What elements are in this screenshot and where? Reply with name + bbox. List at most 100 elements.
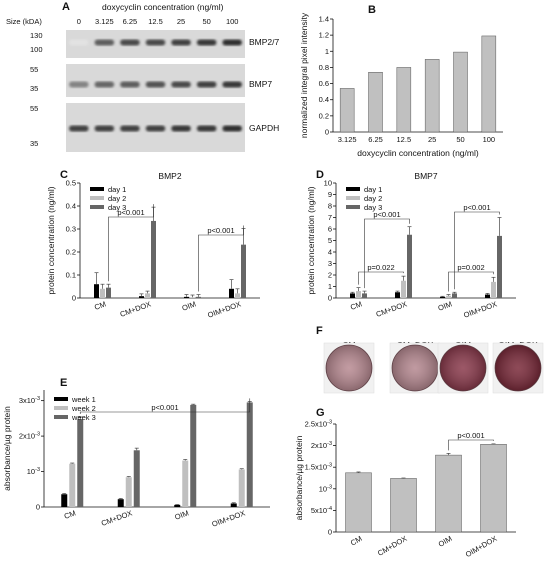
x-tick-label: CM+DOX <box>119 299 152 319</box>
y-tick-label: 0 <box>72 294 76 303</box>
x-tick-label: OIM <box>181 299 197 312</box>
blot-row-label: BMP2/7 <box>249 37 280 47</box>
blot-marker-label: 35 <box>30 139 38 148</box>
y-tick-label: 0.4 <box>66 202 76 211</box>
x-tick-label: OIM+DOX <box>464 534 499 559</box>
bar <box>190 404 197 507</box>
bar <box>196 296 201 298</box>
blot-band <box>69 39 89 46</box>
well-shading <box>495 345 541 391</box>
blot-row-label: GAPDH <box>249 123 279 133</box>
blot-marker-label: 55 <box>30 65 38 74</box>
blot-marker-label: 55 <box>30 104 38 113</box>
legend-label: day 2 <box>364 194 382 203</box>
bar <box>133 450 140 507</box>
bar <box>362 293 367 298</box>
x-tick-label: OIM+DOX <box>211 508 247 528</box>
blot-band <box>196 125 217 132</box>
significance-label-e1: p<0.001 <box>151 403 178 412</box>
panel-letter-b: B <box>368 4 376 16</box>
panel-letter-e: E <box>60 377 67 389</box>
y-tick-label: 3 <box>328 259 332 268</box>
y-axis-label: protein concentration (ng/ml) <box>46 186 56 294</box>
blot-band <box>94 81 115 88</box>
chart-g: 0 5x10-4 10-3 1.5x10-3 2x10-3 2.5x10-3absorba… <box>294 420 516 559</box>
chart-title: BMP2 <box>158 171 181 181</box>
y-tick-label: 1.4 <box>319 15 329 24</box>
blot-band <box>222 39 242 46</box>
blot-band <box>145 81 166 88</box>
y-tick-label: 10-3 <box>27 467 40 476</box>
y-axis-label: normalized integral pixel intensity <box>299 12 309 138</box>
legend-swatch <box>90 187 104 191</box>
y-tick-label: 0 <box>328 294 332 303</box>
y-tick-label: 10 <box>324 179 332 188</box>
bar <box>485 294 490 298</box>
legend-swatch <box>346 196 360 200</box>
x-tick-label: OIM <box>174 508 190 521</box>
blot-lane-label: 0 <box>77 17 81 26</box>
bar <box>182 460 189 507</box>
bar <box>229 288 234 298</box>
significance-label-c1: p<0.001 <box>117 208 144 217</box>
y-tick-label: 0.1 <box>66 271 76 280</box>
y-tick-label: 0 <box>325 128 329 137</box>
y-tick-label: 1 <box>325 47 329 56</box>
y-tick-label: 2.5x10-3 <box>305 420 332 429</box>
y-tick-label: 10-3 <box>319 484 332 493</box>
bar <box>491 281 496 298</box>
legend-swatch <box>54 415 68 419</box>
bar <box>100 288 105 298</box>
y-tick-label: 5 <box>328 236 332 245</box>
y-tick-label: 0 <box>328 528 332 537</box>
blot-lane-label: 50 <box>202 17 210 26</box>
legend-label: day 3 <box>108 203 126 212</box>
blot-lane-label: 3.125 <box>95 17 114 26</box>
blot-band <box>94 125 115 132</box>
y-tick-label: 2x10-3 <box>311 441 332 450</box>
bar <box>241 244 246 298</box>
chart-e: 0 10-3 2x10-3 3x10-3 absorbance/µg protein CM… <box>2 390 270 529</box>
y-tick-label: 1.5x10-3 <box>305 463 332 472</box>
y-tick-label: 0 <box>36 503 40 512</box>
y-tick-label: 6 <box>328 225 332 234</box>
x-tick-label: OIM <box>437 534 454 549</box>
significance-label-d3: p=0.002 <box>457 263 484 272</box>
bar <box>396 67 412 133</box>
blot-band <box>171 81 191 88</box>
legend-swatch <box>90 205 104 209</box>
bar <box>69 463 76 507</box>
blot-band <box>145 125 166 132</box>
y-tick-label: 8 <box>328 202 332 211</box>
y-tick-label: 0.2 <box>319 111 329 120</box>
blot-band <box>196 81 217 88</box>
bar <box>106 287 111 298</box>
bar <box>480 444 507 533</box>
x-tick-label: CM+DOX <box>100 508 133 528</box>
panel-letter-d: D <box>316 169 324 181</box>
panel-letter-c: C <box>60 169 68 181</box>
y-tick-label: 9 <box>328 190 332 199</box>
bar <box>190 297 195 298</box>
x-tick-label: 100 <box>483 135 496 144</box>
bar <box>440 296 445 298</box>
bar <box>356 291 361 298</box>
blot-marker-label: 100 <box>30 45 43 54</box>
y-axis-label: protein concentration (ng/ml) <box>306 186 316 294</box>
y-tick-label: 0.4 <box>319 95 329 104</box>
y-tick-label: 2x10-3 <box>19 432 40 441</box>
well-shading <box>326 345 372 391</box>
x-tick-label: 25 <box>428 135 436 144</box>
blot-marker-label: 130 <box>30 31 43 40</box>
bar <box>395 292 400 298</box>
significance-bracket <box>448 439 494 451</box>
x-tick-label: CM+DOX <box>375 299 408 319</box>
x-tick-label: CM <box>93 299 107 311</box>
bar <box>61 494 68 507</box>
bar <box>424 59 440 133</box>
blot-size-label: Size (kDA) <box>6 17 42 26</box>
significance-bracket <box>79 398 251 414</box>
blot-band <box>222 81 242 88</box>
bar <box>453 51 468 133</box>
legend-label: day 2 <box>108 194 126 203</box>
